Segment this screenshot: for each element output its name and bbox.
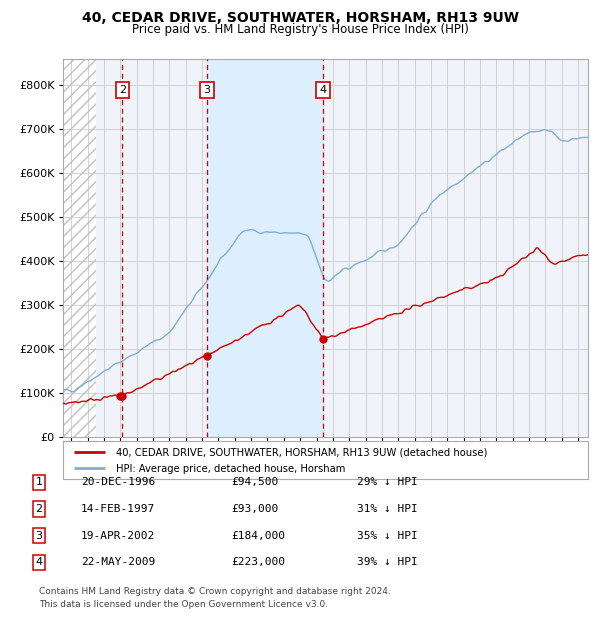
Text: 31% ↓ HPI: 31% ↓ HPI <box>357 504 418 514</box>
Text: 4: 4 <box>35 557 43 567</box>
Text: 14-FEB-1997: 14-FEB-1997 <box>81 504 155 514</box>
Text: 2: 2 <box>119 85 126 95</box>
Text: 35% ↓ HPI: 35% ↓ HPI <box>357 531 418 541</box>
Bar <box>63 59 96 437</box>
Text: 1: 1 <box>35 477 43 487</box>
Text: Price paid vs. HM Land Registry's House Price Index (HPI): Price paid vs. HM Land Registry's House … <box>131 23 469 36</box>
Text: 3: 3 <box>203 85 211 95</box>
Text: This data is licensed under the Open Government Licence v3.0.: This data is licensed under the Open Gov… <box>39 600 328 609</box>
Text: 22-MAY-2009: 22-MAY-2009 <box>81 557 155 567</box>
Text: £223,000: £223,000 <box>231 557 285 567</box>
Text: £184,000: £184,000 <box>231 531 285 541</box>
Text: £94,500: £94,500 <box>231 477 278 487</box>
Text: 39% ↓ HPI: 39% ↓ HPI <box>357 557 418 567</box>
Text: 3: 3 <box>35 531 43 541</box>
Text: 19-APR-2002: 19-APR-2002 <box>81 531 155 541</box>
Text: 2: 2 <box>35 504 43 514</box>
Text: 40, CEDAR DRIVE, SOUTHWATER, HORSHAM, RH13 9UW (detached house): 40, CEDAR DRIVE, SOUTHWATER, HORSHAM, RH… <box>115 448 487 458</box>
Bar <box>207 59 323 437</box>
Text: 29% ↓ HPI: 29% ↓ HPI <box>357 477 418 487</box>
Text: HPI: Average price, detached house, Horsham: HPI: Average price, detached house, Hors… <box>115 464 345 474</box>
Text: Contains HM Land Registry data © Crown copyright and database right 2024.: Contains HM Land Registry data © Crown c… <box>39 587 391 596</box>
Text: 40, CEDAR DRIVE, SOUTHWATER, HORSHAM, RH13 9UW: 40, CEDAR DRIVE, SOUTHWATER, HORSHAM, RH… <box>82 11 518 25</box>
Text: 20-DEC-1996: 20-DEC-1996 <box>81 477 155 487</box>
Text: £93,000: £93,000 <box>231 504 278 514</box>
Text: 4: 4 <box>319 85 326 95</box>
Bar <box>63 59 96 437</box>
